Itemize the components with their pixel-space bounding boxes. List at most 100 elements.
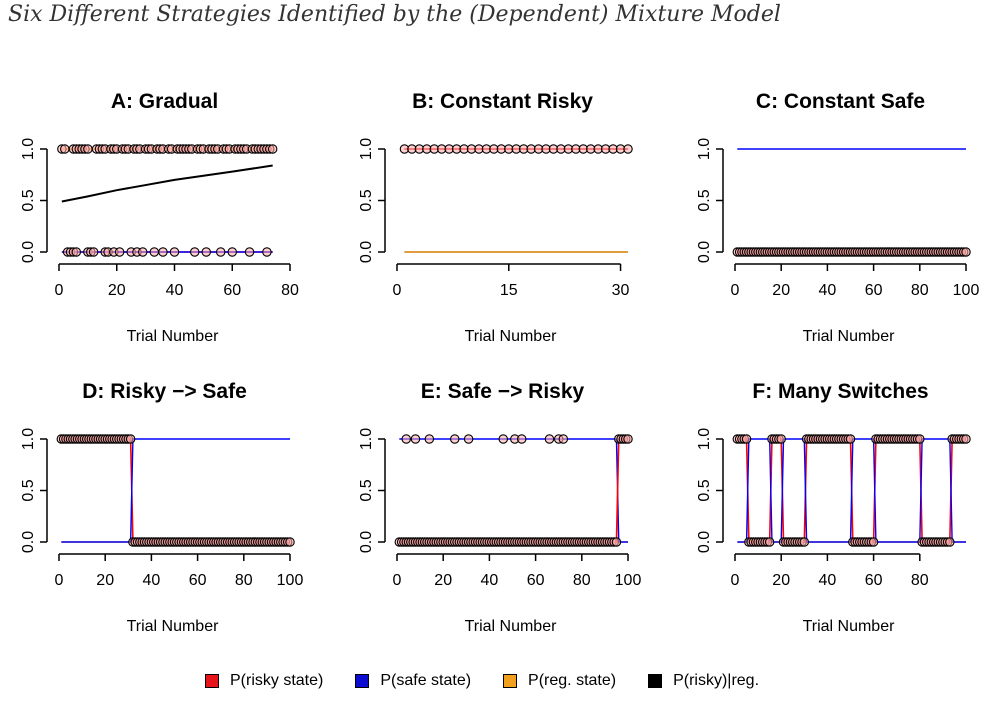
y-tick-label: 1.0 (20, 138, 37, 160)
choice-point-risky (961, 434, 971, 444)
panel-b: B: Constant Risky 0.0 0.5 1.0 0 15 30 Trial Num… (358, 90, 633, 345)
series-line (399, 438, 628, 543)
panel-f: F: Many Switches 0.0 0.5 1.0 0 20 40 60 80 Trial … (696, 380, 971, 635)
legend-swatch-risky-given-reg (648, 674, 663, 688)
choice-point-risky (401, 434, 411, 444)
legend-label-reg-state: P(reg. state) (528, 672, 617, 689)
choice-point-risky (516, 434, 527, 444)
choice-point-safe (71, 247, 82, 257)
choice-point-safe (945, 537, 955, 547)
series-line (399, 438, 628, 543)
x-axis-label: Trial Number (803, 618, 896, 635)
panel-title: C: Constant Safe (756, 90, 925, 113)
y-tick-label: 1.0 (358, 428, 375, 450)
legend-label-risky-state: P(risky state) (230, 672, 324, 689)
choice-point-safe (227, 247, 238, 257)
x-tick-label: 60 (527, 572, 545, 589)
y-tick-label: 0.0 (20, 241, 37, 263)
legend-item-risky-given-reg: P(risky)|reg. (648, 672, 759, 690)
x-axis-label: Trial Number (803, 328, 896, 345)
x-axis-label: Trial Number (127, 618, 220, 635)
y-tick-label: 0.5 (696, 189, 713, 211)
x-tick-label: 60 (865, 282, 883, 299)
y-tick-label: 1.0 (20, 428, 37, 450)
x-tick-label: 0 (55, 572, 64, 589)
choice-point-risky (424, 434, 435, 444)
x-tick-label: 30 (612, 282, 630, 299)
choice-point-safe (88, 247, 99, 257)
legend-item-risky-state: P(risky state) (205, 672, 323, 690)
main-title: Six Different Strategies Identified by t… (8, 2, 781, 27)
choice-point-risky (60, 144, 70, 154)
panel-e: E: Safe −> Risky 0.0 0.5 1.0 0 20 40 60 80 100 Tri… (358, 380, 641, 635)
legend-item-reg-state: P(reg. state) (503, 672, 616, 690)
choice-point-risky (776, 434, 786, 444)
legend-item-safe-state: P(safe state) (355, 672, 471, 690)
choice-point-safe (262, 247, 272, 257)
x-tick-label: 40 (166, 282, 184, 299)
panel-title: D: Risky −> Safe (82, 380, 247, 403)
choice-point-risky (463, 434, 474, 444)
x-tick-label: 0 (731, 282, 740, 299)
x-tick-label: 80 (911, 282, 929, 299)
legend-swatch-safe (355, 674, 370, 688)
y-tick-label: 0.5 (358, 189, 375, 211)
choice-point-safe (285, 537, 295, 547)
legend-label-risky-given-reg: P(risky)|reg. (673, 672, 760, 689)
panel-title: F: Many Switches (752, 380, 928, 403)
choice-point-risky (410, 434, 421, 444)
x-axis-label: Trial Number (465, 618, 558, 635)
choice-point-risky (125, 434, 136, 444)
legend: P(risky state) P(safe state) P(reg. stat… (205, 672, 791, 690)
panel-title: B: Constant Risky (412, 90, 593, 113)
choice-point-risky (915, 434, 925, 444)
legend-label-safe-state: P(safe state) (380, 672, 472, 689)
choice-point-safe (215, 247, 226, 257)
x-tick-label: 40 (819, 572, 837, 589)
x-axis-label: Trial Number (127, 328, 220, 345)
x-tick-label: 20 (96, 572, 114, 589)
x-tick-label: 40 (481, 572, 499, 589)
choice-point-risky (845, 434, 856, 444)
legend-swatch-risky (205, 674, 219, 688)
y-tick-label: 1.0 (358, 138, 375, 160)
y-tick-label: 0.0 (696, 241, 713, 263)
panel-d: D: Risky −> Safe 0.0 0.5 1.0 0 20 40 60 80 100 Tri… (20, 380, 303, 635)
series-line (61, 164, 273, 203)
x-tick-label: 15 (500, 282, 518, 299)
x-tick-label: 100 (277, 572, 304, 589)
y-tick-label: 0.0 (696, 531, 713, 553)
choice-point-safe (961, 247, 971, 257)
x-tick-label: 80 (911, 572, 929, 589)
panel-title: E: Safe −> Risky (421, 380, 585, 403)
choice-point-risky (741, 434, 752, 444)
choice-point-safe (114, 247, 125, 257)
x-tick-label: 80 (281, 282, 299, 299)
legend-swatch-reg (503, 674, 518, 688)
x-tick-label: 0 (393, 572, 402, 589)
y-tick-label: 0.5 (20, 479, 37, 501)
x-tick-label: 20 (108, 282, 126, 299)
choice-point-safe (764, 537, 775, 547)
panel-title: A: Gradual (111, 90, 218, 113)
y-tick-label: 0.5 (20, 189, 37, 211)
choice-point-safe (189, 247, 200, 257)
x-tick-label: 40 (819, 282, 837, 299)
choice-point-risky (498, 434, 509, 444)
series-line (61, 438, 290, 543)
series-line (737, 438, 966, 543)
panel-c: C: Constant Safe 0.0 0.5 1.0 0 20 40 60 80 100 Tri… (696, 90, 979, 345)
choice-point-risky (83, 144, 93, 154)
choice-point-risky (623, 144, 633, 154)
y-tick-label: 0.5 (358, 479, 375, 501)
x-tick-label: 60 (223, 282, 241, 299)
choice-point-safe (149, 247, 160, 257)
x-tick-label: 0 (393, 282, 402, 299)
x-tick-label: 40 (143, 572, 161, 589)
x-tick-label: 0 (731, 572, 740, 589)
x-tick-label: 60 (189, 572, 207, 589)
x-tick-label: 80 (235, 572, 253, 589)
series-line (61, 438, 290, 543)
x-tick-label: 20 (772, 572, 790, 589)
